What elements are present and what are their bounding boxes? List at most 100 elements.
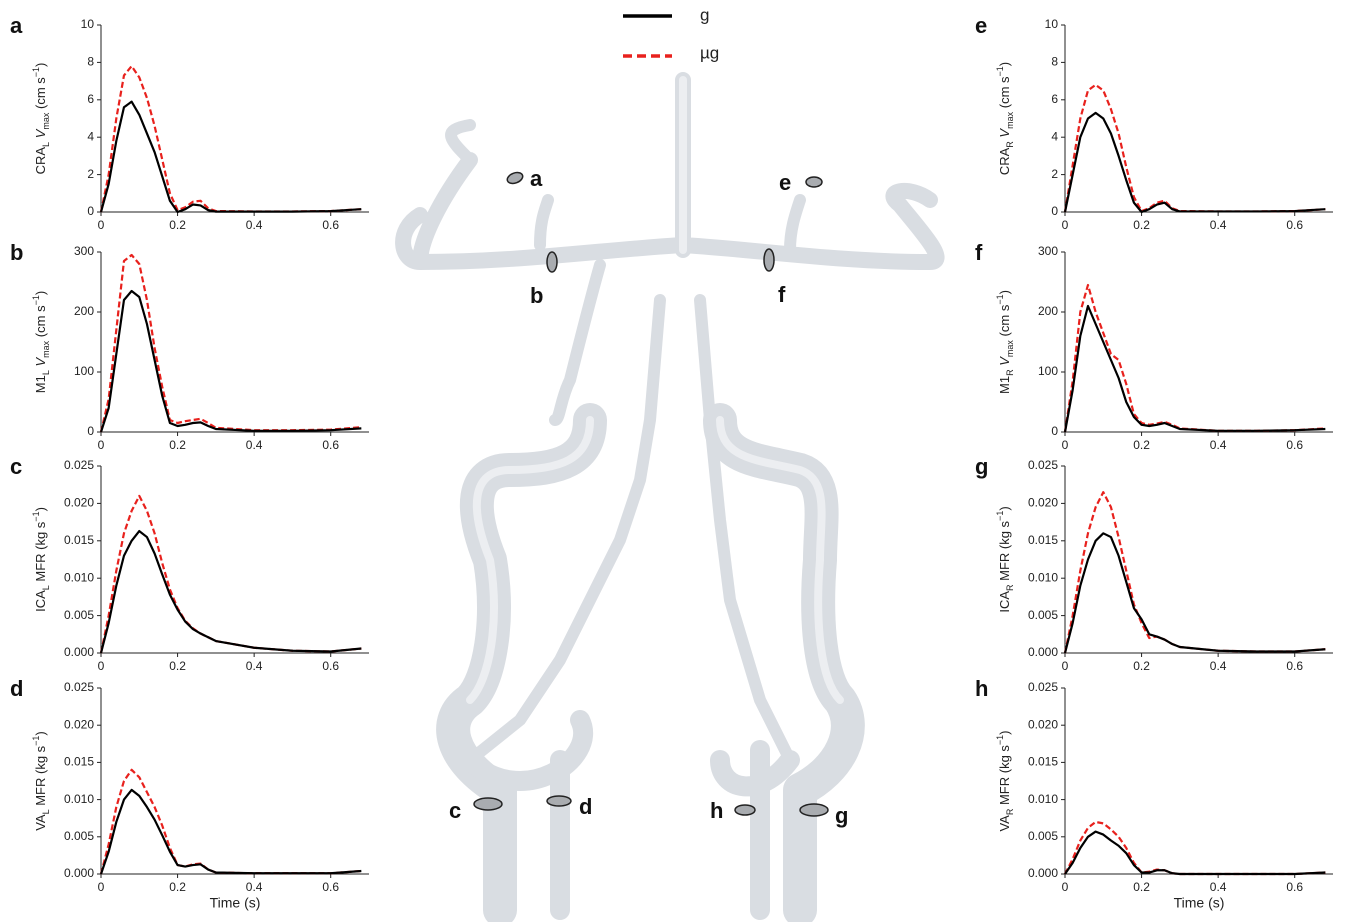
y-axis-label-part: ) xyxy=(997,506,1012,510)
legend-label: µg xyxy=(700,43,719,62)
series-line xyxy=(1063,83,1326,213)
series-line xyxy=(1063,491,1326,654)
y-tick-label: 10 xyxy=(81,17,95,31)
y-tick-label: 0.015 xyxy=(64,533,94,547)
panel-letter: b xyxy=(10,240,23,265)
series-line xyxy=(99,253,362,433)
series-line xyxy=(99,65,362,213)
panel: e 0 2 4 6 8 10 0 0.2 0.4 0.6 CRAR Vmax (cm s−1) xyxy=(975,13,1333,232)
x-tick-label: 0 xyxy=(98,659,105,673)
y-tick-label: 0.010 xyxy=(1028,570,1058,584)
x-tick-label: 0.4 xyxy=(246,659,263,673)
x-axis-label: Time (s) xyxy=(210,895,261,911)
y-tick-label: 6 xyxy=(1051,92,1058,106)
vessel-label: f xyxy=(778,282,786,307)
y-axis-label-part: L xyxy=(41,809,51,814)
x-tick-label: 0.6 xyxy=(322,218,339,232)
vessel-illustration: a b c d e f g h xyxy=(395,72,945,922)
y-tick-label: 0.010 xyxy=(1028,792,1058,806)
y-tick-label: 0.015 xyxy=(1028,533,1058,547)
series-line xyxy=(1063,111,1326,214)
y-axis-label-part: max xyxy=(41,340,51,358)
marker xyxy=(546,251,558,273)
y-tick-label: 0.000 xyxy=(1028,866,1058,880)
y-axis-label-part: max xyxy=(1005,340,1015,358)
y-axis-label-part: V xyxy=(33,128,48,142)
y-tick-label: 0.020 xyxy=(1028,717,1058,731)
y-tick-label: 100 xyxy=(74,364,94,378)
x-tick-label: 0 xyxy=(98,218,105,232)
y-tick-label: 4 xyxy=(87,129,94,143)
y-axis-label-part: VA xyxy=(33,814,48,831)
series-line xyxy=(1063,283,1326,433)
y-axis-label-part: L xyxy=(41,585,51,590)
y-axis-label-part: R xyxy=(1005,141,1015,148)
vessel-label: c xyxy=(449,798,461,823)
y-axis-label-part: R xyxy=(1005,584,1015,591)
y-axis-label-part: R xyxy=(1005,808,1015,815)
x-tick-label: 0.2 xyxy=(169,218,186,232)
y-axis-label-part: −1 xyxy=(31,736,41,746)
y-tick-label: 0.025 xyxy=(64,680,94,694)
y-axis-label-part: CRA xyxy=(997,147,1012,175)
x-axis-label: Time (s) xyxy=(1174,895,1225,911)
y-axis-label-part: MFR (kg s xyxy=(997,745,1012,809)
x-tick-label: 0.6 xyxy=(322,880,339,894)
x-tick-label: 0.4 xyxy=(1210,438,1227,452)
panel-letter: f xyxy=(975,240,983,265)
panel-letter: e xyxy=(975,13,987,38)
panel: f 0 100 200 300 0 0.2 0.4 0.6 M1R Vmax (cm s−1) xyxy=(975,240,1333,452)
y-tick-label: 2 xyxy=(1051,167,1058,181)
x-tick-label: 0.4 xyxy=(1210,659,1227,673)
y-axis-label: CRAR Vmax (cm s−1) xyxy=(995,62,1015,175)
y-tick-label: 0.000 xyxy=(64,866,94,880)
panel: d 0.000 0.005 0.010 0.015 0.020 0.025 0 0.2 0.4 0.… xyxy=(10,676,369,911)
y-axis-label-part: (cm s xyxy=(33,77,48,113)
x-tick-label: 0.4 xyxy=(246,880,263,894)
y-axis-label-part: ) xyxy=(997,62,1012,66)
x-tick-label: 0.2 xyxy=(169,880,186,894)
panel-letter: g xyxy=(975,454,988,479)
y-axis-label-part: V xyxy=(33,357,48,371)
vessel-label: d xyxy=(579,794,592,819)
y-axis-label-part: M1 xyxy=(997,376,1012,394)
y-tick-label: 10 xyxy=(1045,17,1059,31)
panel-letter: h xyxy=(975,676,988,701)
y-axis-label-part: ICA xyxy=(33,590,48,612)
y-tick-label: 6 xyxy=(87,92,94,106)
y-axis-label-part: CRA xyxy=(33,147,48,175)
panel: c 0.000 0.005 0.010 0.015 0.020 0.025 0 0.2 0.4 0.… xyxy=(10,454,369,673)
y-axis-label-part: R xyxy=(1005,369,1015,376)
series-line xyxy=(99,768,362,875)
legend-label: g xyxy=(700,5,709,24)
y-tick-label: 2 xyxy=(87,167,94,181)
y-axis-label: M1L Vmax (cm s−1) xyxy=(31,291,51,393)
marker xyxy=(734,804,756,816)
y-axis-label: CRAL Vmax (cm s−1) xyxy=(31,63,51,175)
legend: g µg xyxy=(623,5,719,62)
y-tick-label: 0 xyxy=(87,424,94,438)
marker xyxy=(799,803,829,817)
y-axis-label-part: L xyxy=(41,142,51,147)
y-tick-label: 0.025 xyxy=(1028,458,1058,472)
x-tick-label: 0 xyxy=(1062,659,1069,673)
vessel-label: h xyxy=(710,798,723,823)
marker xyxy=(546,795,572,807)
panel: b 0 100 200 300 0 0.2 0.4 0.6 M1L Vmax (cm s−1) xyxy=(10,240,369,452)
x-tick-label: 0.4 xyxy=(1210,880,1227,894)
vessel-label: a xyxy=(530,166,543,191)
y-axis-label-part: (cm s xyxy=(997,76,1012,112)
y-axis-label-part: −1 xyxy=(995,511,1005,521)
y-axis-label-part: max xyxy=(41,112,51,130)
y-axis-label-part: −1 xyxy=(995,735,1005,745)
y-axis-label-part: (cm s xyxy=(997,304,1012,340)
y-axis-label-part: MFR (kg s xyxy=(33,521,48,585)
y-tick-label: 0.005 xyxy=(64,608,94,622)
y-tick-label: 0.005 xyxy=(1028,829,1058,843)
y-axis-label-part: ) xyxy=(997,730,1012,734)
panel: a 0 2 4 6 8 10 0 0.2 0.4 0.6 CRAL Vmax (cm s−1) xyxy=(10,13,369,232)
y-tick-label: 0.025 xyxy=(1028,680,1058,694)
x-tick-label: 0.6 xyxy=(1286,218,1303,232)
series-line xyxy=(99,289,362,433)
